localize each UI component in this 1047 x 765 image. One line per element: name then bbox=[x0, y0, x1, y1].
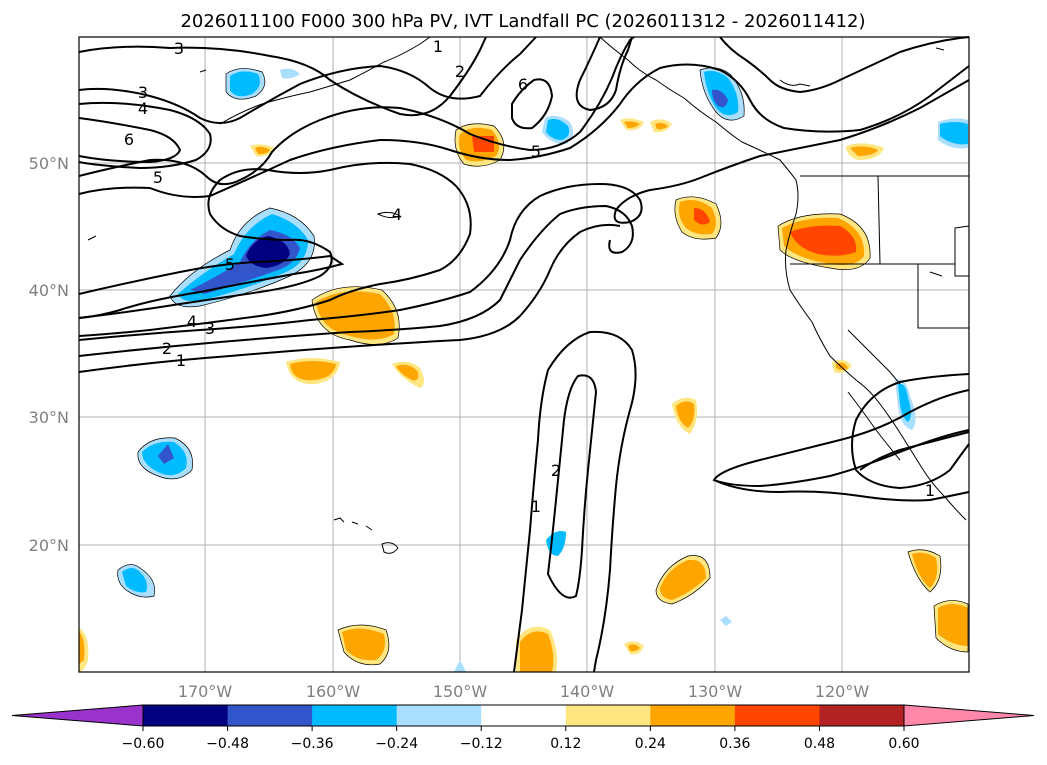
lon-label: 150°W bbox=[433, 682, 488, 701]
colorbar-tick-label: 0.12 bbox=[550, 736, 581, 752]
colorbar-tick-label: 0.60 bbox=[888, 736, 919, 752]
colorbar-bin bbox=[396, 705, 482, 726]
lat-label: 40°N bbox=[29, 281, 69, 300]
pv-contour-labels: 3 3 4 6 5 2 1 6 5 4 5 4 3 2 1 2 1 1 bbox=[124, 37, 935, 516]
contour-label: 4 bbox=[138, 99, 148, 118]
contour-label: 3 bbox=[205, 319, 215, 338]
contour-label: 2 bbox=[162, 339, 172, 358]
lon-label: 130°W bbox=[688, 682, 743, 701]
map-panel bbox=[79, 37, 969, 672]
colorbar-bin bbox=[819, 705, 905, 726]
colorbar-tick-label: −0.12 bbox=[460, 736, 503, 752]
colorbar-tick-label: −0.48 bbox=[206, 736, 249, 752]
contour-label: 4 bbox=[392, 205, 402, 224]
colorbar-tick-label: −0.60 bbox=[122, 736, 165, 752]
colorbar-tick-label: −0.24 bbox=[375, 736, 418, 752]
contour-label: 1 bbox=[433, 37, 443, 56]
contour-label: 2 bbox=[551, 461, 561, 480]
longitude-labels: 170°W 160°W 150°W 140°W 130°W 120°W bbox=[178, 682, 870, 701]
colorbar-bin bbox=[734, 705, 820, 726]
colorbar-tick-label: 0.48 bbox=[804, 736, 835, 752]
contour-label: 5 bbox=[153, 168, 163, 187]
contour-label: 5 bbox=[531, 142, 541, 161]
contour-label: 1 bbox=[176, 351, 186, 370]
colorbar-bin bbox=[565, 705, 651, 726]
colorbar-outline bbox=[142, 704, 905, 727]
colorbar-extend-min bbox=[11, 704, 144, 727]
colorbar-bin bbox=[227, 705, 313, 726]
contour-label: 1 bbox=[925, 481, 935, 500]
contour-label: 5 bbox=[225, 255, 235, 274]
contour-label: 2 bbox=[455, 62, 465, 81]
contour-label: 4 bbox=[187, 312, 197, 331]
contour-label: 6 bbox=[518, 75, 528, 94]
contour-label: 3 bbox=[138, 83, 148, 102]
pc-outline-contours bbox=[117, 67, 969, 666]
lon-label: 120°W bbox=[815, 682, 870, 701]
colorbar-tick-label: 0.36 bbox=[719, 736, 750, 752]
colorbar-bin bbox=[481, 705, 567, 726]
lon-label: 140°W bbox=[560, 682, 615, 701]
colorbar: −0.60 −0.48 −0.36 −0.24 −0.12 0.12 0.24 0.36 0.4… bbox=[11, 704, 1035, 752]
contour-label: 1 bbox=[531, 497, 541, 516]
colorbar-extend-max bbox=[903, 704, 1035, 727]
map-content: 3 3 4 6 5 2 1 6 5 4 5 4 3 2 1 2 1 1 bbox=[78, 36, 970, 673]
figure-title: 2026011100 F000 300 hPa PV, IVT Landfall… bbox=[180, 11, 865, 32]
lat-label: 20°N bbox=[29, 536, 69, 555]
colorbar-tick-label: −0.36 bbox=[291, 736, 334, 752]
colorbar-bin bbox=[143, 705, 229, 726]
colorbar-tick-label: 0.24 bbox=[635, 736, 666, 752]
coastlines bbox=[87, 36, 970, 554]
lat-label: 50°N bbox=[29, 154, 69, 173]
lon-label: 160°W bbox=[306, 682, 361, 701]
pv-contours bbox=[78, 36, 970, 673]
lon-label: 170°W bbox=[178, 682, 233, 701]
contour-label: 3 bbox=[174, 39, 184, 58]
contour-label: 6 bbox=[124, 130, 134, 149]
map-frame bbox=[78, 36, 970, 673]
latitude-labels: 50°N 40°N 30°N 20°N bbox=[29, 154, 69, 555]
lat-label: 30°N bbox=[29, 408, 69, 427]
colorbar-bin bbox=[312, 705, 398, 726]
colorbar-bin bbox=[650, 705, 736, 726]
